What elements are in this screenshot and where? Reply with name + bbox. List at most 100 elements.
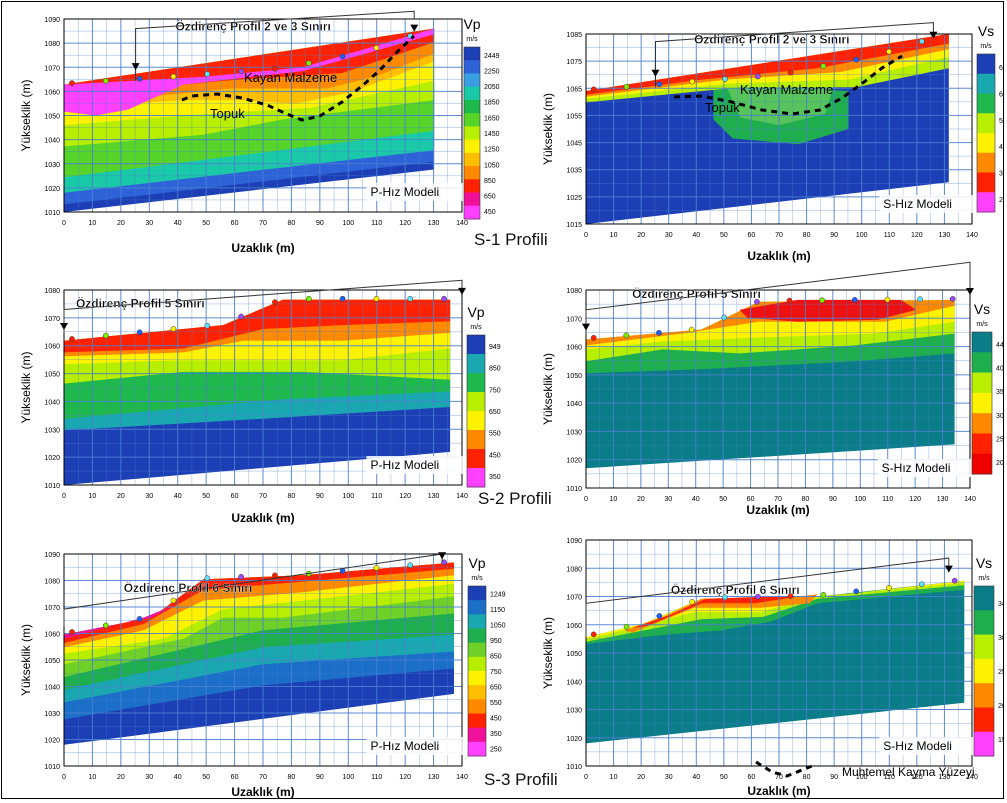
scale-swatch xyxy=(468,699,486,714)
scale-swatch xyxy=(972,352,992,374)
y-tick-label: 1045 xyxy=(566,141,582,148)
y-tick-label: 1070 xyxy=(566,316,582,323)
plot-frame xyxy=(585,289,971,489)
boundary-line xyxy=(585,261,971,334)
y-tick-label: 1010 xyxy=(44,483,60,490)
scale-label: 50 xyxy=(999,118,1004,125)
y-tick-label: 1070 xyxy=(44,605,60,612)
x-tick-label: 140 xyxy=(966,232,978,239)
boundary-arrow-icon xyxy=(966,287,974,295)
x-tick-label: 0 xyxy=(584,496,588,503)
annotations-s1-p: Kayan Malzeme Topuk xyxy=(181,34,416,122)
scale-label: 650 xyxy=(490,684,502,691)
scale-label: 350 xyxy=(996,389,1004,396)
annotation-muhtemel-kayma: Muhtemel Kayma Yüzeyi xyxy=(842,765,975,779)
boundary-arrow-icon xyxy=(438,552,447,560)
y-tick-label: 1030 xyxy=(44,162,60,169)
boundary-arrow-icon xyxy=(131,63,140,71)
x-axis-title: Uzaklık (m) xyxy=(231,785,294,799)
scale-title: Vs xyxy=(976,555,992,571)
y-tick-label: 1090 xyxy=(44,17,60,24)
y-tick-label: 1035 xyxy=(566,168,582,175)
model-label-bg xyxy=(877,459,974,477)
y-axis-title: Yükseklik (m) xyxy=(19,351,33,423)
scale-label: 250 xyxy=(998,669,1004,676)
station-marker xyxy=(623,332,630,339)
scale-swatch xyxy=(467,335,485,355)
y-tick-label: 1015 xyxy=(566,222,582,229)
model-label-bg xyxy=(879,737,976,755)
y-axis: 1085 1075 1065 1055 1045 1035 1025 1015 Yüksekli… xyxy=(541,32,582,229)
x-tick-label: 130 xyxy=(428,493,440,500)
boundary-label: Özdirenç Profil 5 Sınırı xyxy=(76,296,205,311)
plot-frame xyxy=(585,33,973,225)
scale-title: Vs xyxy=(978,23,994,39)
scale-swatch xyxy=(977,93,995,114)
x-tick-label: 40 xyxy=(174,220,182,227)
scale-label: 750 xyxy=(489,387,501,394)
scale-label: 1249 xyxy=(490,592,506,599)
scale-swatch xyxy=(468,586,486,601)
station-marker xyxy=(886,48,892,55)
x-axis: 0 10 20 30 40 50 60 70 80 90 100 110 120 130 140 Uzaklı… xyxy=(62,774,468,799)
station-marker xyxy=(69,629,75,635)
scale-label: 1650 xyxy=(484,115,500,122)
scale-unit: m/s xyxy=(471,575,483,582)
y-tick-label: 1025 xyxy=(566,195,582,202)
station-markers xyxy=(69,295,447,342)
y-tick-label: 1070 xyxy=(44,316,60,323)
y-tick-label: 1040 xyxy=(44,685,60,692)
scale-swatch xyxy=(464,126,480,141)
x-tick-label: 120 xyxy=(399,220,411,227)
color-scale: Vs m/s 69 60 50 40 30 20 xyxy=(976,23,1004,213)
y-axis: 1090 1080 1070 1060 1050 1040 1030 1020 1010 Yüks… xyxy=(19,17,60,217)
scale-swatch xyxy=(468,656,486,672)
scale-swatch xyxy=(464,99,480,114)
y-tick-label: 1030 xyxy=(44,711,60,718)
scale-frame xyxy=(971,331,993,475)
station-marker xyxy=(754,593,761,600)
boundary-arrow-icon xyxy=(60,323,68,330)
scale-swatch xyxy=(468,685,486,700)
grid xyxy=(63,553,463,767)
scale-label: 650 xyxy=(484,194,496,201)
x-tick-label: 10 xyxy=(610,496,618,503)
scale-label: 1250 xyxy=(484,147,500,154)
boundary-arrow-icon xyxy=(458,287,466,295)
scale-unit: m/s xyxy=(466,36,478,43)
scale-unit: m/s xyxy=(978,575,990,582)
x-tick-label: 50 xyxy=(202,493,210,500)
x-tick-label: 60 xyxy=(747,496,755,503)
scale-label: 1850 xyxy=(484,100,500,107)
y-tick-label: 1060 xyxy=(44,632,60,639)
station-markers xyxy=(69,33,414,86)
model-label: S-Hız Modeli xyxy=(883,739,952,753)
scale-swatch xyxy=(977,192,995,213)
station-marker xyxy=(373,565,380,571)
color-scale: Vs m/s 449 400 350 300 250 200 xyxy=(971,301,1004,475)
x-tick-label: 90 xyxy=(316,493,324,500)
x-tick-label: 80 xyxy=(802,496,810,503)
plot-frame xyxy=(63,553,463,767)
x-tick-label: 60 xyxy=(231,493,239,500)
scale-label: 450 xyxy=(489,452,501,459)
model-label-bg xyxy=(366,456,463,474)
scale-swatch xyxy=(974,707,994,733)
y-tick-label: 1010 xyxy=(566,764,582,771)
station-marker xyxy=(820,592,827,598)
y-axis-title: Yükseklik (m) xyxy=(19,79,33,151)
panel-s1-p: Özdirenç Profil 2 ve 3 Sınırı10901080107… xyxy=(19,10,500,255)
x-tick-label: 10 xyxy=(89,774,97,781)
velocity-band xyxy=(64,28,435,93)
scale-swatch xyxy=(467,373,485,393)
x-tick-label: 30 xyxy=(664,496,672,503)
scale-swatch xyxy=(464,47,480,61)
y-tick-label: 1050 xyxy=(44,372,60,379)
model-label-bg xyxy=(366,183,463,201)
station-marker xyxy=(69,336,75,342)
station-marker xyxy=(787,69,794,76)
y-axis: 1080 1070 1060 1050 1040 1030 1020 1010 Yüksekli… xyxy=(19,288,60,490)
